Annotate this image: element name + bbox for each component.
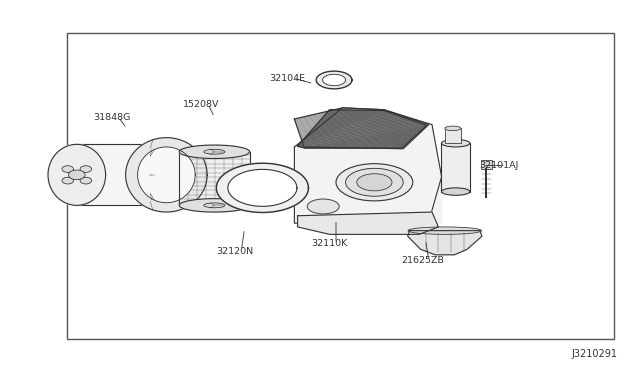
Polygon shape bbox=[294, 108, 429, 149]
Circle shape bbox=[62, 177, 74, 184]
Text: 31848G: 31848G bbox=[93, 113, 131, 122]
Circle shape bbox=[80, 166, 92, 172]
Polygon shape bbox=[74, 144, 170, 205]
Polygon shape bbox=[323, 74, 346, 86]
Text: 32110K: 32110K bbox=[312, 239, 348, 248]
Polygon shape bbox=[316, 71, 352, 89]
Bar bbox=[481, 160, 492, 169]
Bar bbox=[441, 143, 470, 192]
Polygon shape bbox=[216, 163, 308, 212]
Ellipse shape bbox=[204, 150, 225, 154]
Ellipse shape bbox=[408, 227, 481, 234]
Polygon shape bbox=[294, 108, 442, 223]
Polygon shape bbox=[228, 169, 297, 206]
Polygon shape bbox=[138, 147, 195, 203]
Polygon shape bbox=[294, 147, 442, 223]
Polygon shape bbox=[179, 152, 250, 205]
Ellipse shape bbox=[357, 174, 392, 191]
Polygon shape bbox=[298, 110, 427, 148]
Text: J3210291: J3210291 bbox=[572, 349, 618, 359]
Circle shape bbox=[80, 177, 92, 184]
Polygon shape bbox=[48, 144, 106, 205]
Ellipse shape bbox=[442, 140, 470, 147]
Text: 32101AJ: 32101AJ bbox=[479, 161, 519, 170]
Text: 15208V: 15208V bbox=[183, 100, 220, 109]
Ellipse shape bbox=[445, 126, 461, 131]
Circle shape bbox=[62, 166, 74, 172]
Polygon shape bbox=[298, 212, 438, 234]
Text: 21625ZB: 21625ZB bbox=[401, 256, 444, 265]
Ellipse shape bbox=[346, 168, 403, 196]
Polygon shape bbox=[125, 138, 207, 212]
Polygon shape bbox=[408, 231, 482, 255]
Text: 32104E: 32104E bbox=[269, 74, 305, 83]
Bar bbox=[67, 33, 614, 339]
Ellipse shape bbox=[307, 199, 339, 214]
Text: 32120N: 32120N bbox=[216, 247, 253, 256]
Circle shape bbox=[68, 170, 85, 180]
Ellipse shape bbox=[442, 188, 470, 195]
Bar bbox=[445, 128, 461, 143]
Ellipse shape bbox=[336, 164, 413, 201]
Polygon shape bbox=[179, 145, 250, 158]
Polygon shape bbox=[179, 199, 250, 212]
Ellipse shape bbox=[204, 203, 225, 208]
